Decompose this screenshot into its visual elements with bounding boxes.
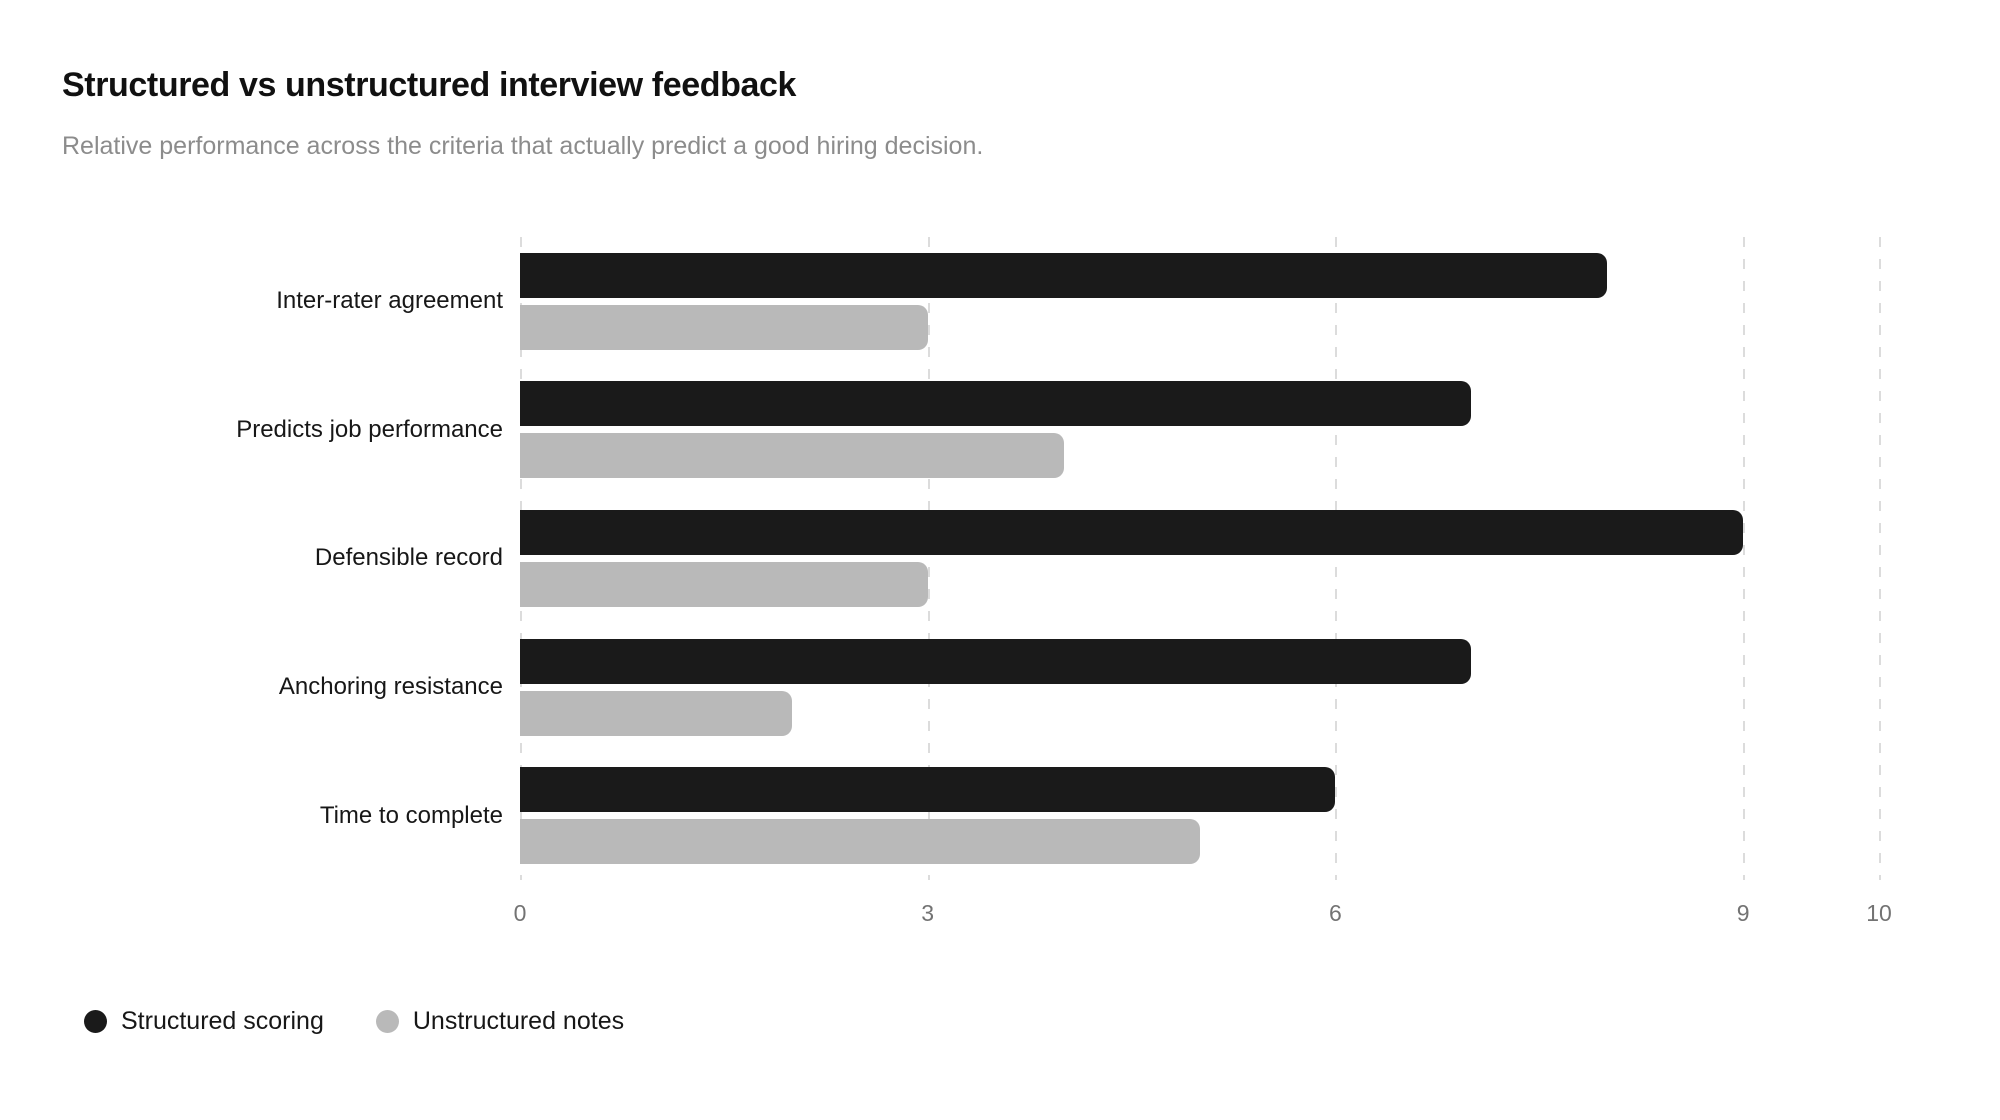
plot-area	[520, 237, 1940, 880]
category-label-inter-rater-agreement: Inter-rater agreement	[276, 287, 503, 315]
bar-unstructured-notes-defensible-record	[520, 561, 928, 607]
bar-group-anchoring-resistance	[520, 623, 1940, 752]
bar-unstructured-notes-time-to-complete	[520, 819, 1200, 865]
bar-structured-scoring-time-to-complete	[520, 767, 1336, 813]
gridline-9	[1743, 237, 1746, 880]
legend-swatch-icon	[375, 1009, 399, 1033]
category-axis: Inter-rater agreement Predicts job perfor…	[0, 237, 503, 880]
x-tick-label-10: 10	[1866, 900, 1892, 926]
bar-structured-scoring-defensible-record	[520, 509, 1744, 555]
chart-title: Structured vs unstructured interview fee…	[62, 66, 796, 104]
x-tick-label-6: 6	[1328, 900, 1342, 926]
value-axis: 0 3 6 9 10	[514, 900, 1940, 934]
category-label-defensible-record: Defensible record	[314, 544, 503, 572]
bar-group-defensible-record	[520, 494, 1940, 623]
bar-structured-scoring-anchoring-resistance	[520, 638, 1472, 684]
bar-unstructured-notes-anchoring-resistance	[520, 690, 792, 736]
bar-structured-scoring-predicts-job-performance	[520, 381, 1472, 427]
bar-group-predicts-job-performance	[520, 366, 1940, 495]
bar-group-time-to-complete	[520, 751, 1940, 880]
legend-item-unstructured-notes: Unstructured notes	[375, 1006, 625, 1036]
bar-unstructured-notes-inter-rater-agreement	[520, 304, 928, 350]
category-label-anchoring-resistance: Anchoring resistance	[278, 673, 503, 701]
gridline-6	[1335, 237, 1338, 880]
bar-group-inter-rater-agreement	[520, 237, 1940, 366]
x-tick-label-0: 0	[513, 900, 527, 926]
legend-swatch-icon	[84, 1009, 107, 1033]
legend: Structured scoring Unstructured notes	[84, 998, 624, 1044]
x-tick-label-9: 9	[1736, 900, 1750, 926]
gridline-3	[927, 237, 930, 880]
category-label-predicts-job-performance: Predicts job performance	[236, 415, 503, 443]
legend-label: Unstructured notes	[412, 1006, 625, 1035]
category-label-time-to-complete: Time to complete	[319, 801, 503, 829]
gridline-0	[520, 237, 522, 880]
bar-structured-scoring-inter-rater-agreement	[520, 252, 1608, 298]
bar-unstructured-notes-predicts-job-performance	[520, 433, 1064, 479]
legend-label: Structured scoring	[121, 1006, 324, 1035]
gridline-10	[1879, 237, 1881, 880]
legend-item-structured-scoring: Structured scoring	[84, 1007, 324, 1036]
chart-subtitle: Relative performance across the criteria…	[62, 132, 984, 160]
x-tick-label-3: 3	[921, 900, 935, 926]
